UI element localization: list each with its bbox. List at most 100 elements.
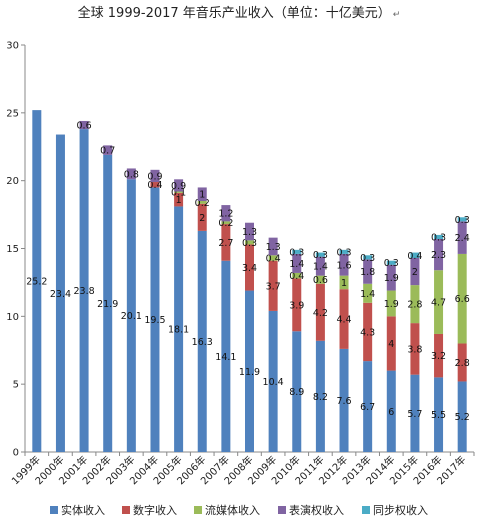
bar-segment <box>245 290 254 452</box>
bar-segment <box>363 302 373 362</box>
bar-segment <box>292 278 302 332</box>
bar-segment <box>174 192 184 207</box>
legend-item: 数字收入 <box>122 503 177 517</box>
data-label: 4 <box>388 339 394 350</box>
y-tick-label: 25 <box>6 108 19 119</box>
data-label: 3.4 <box>242 263 257 274</box>
bar-segment <box>79 120 89 130</box>
bar-segment <box>79 129 89 452</box>
plot-area: 0510152025301999年2000年2001年2002年2003年200… <box>6 41 475 487</box>
bar-segment <box>292 272 302 279</box>
legend-label: 数字收入 <box>133 503 177 517</box>
bar-segment <box>457 381 467 452</box>
y-tick-label: 0 <box>13 448 19 459</box>
legend-item: 流媒体收入 <box>194 503 260 517</box>
bar-segment <box>363 259 373 284</box>
bar-segment <box>292 331 302 452</box>
data-label: 0.4 <box>407 251 422 262</box>
data-label: 19.5 <box>144 315 165 326</box>
data-label: 1.4 <box>289 259 304 270</box>
bar-segment <box>410 257 420 286</box>
bar-segment <box>245 222 254 241</box>
bar-segment <box>315 256 325 276</box>
data-label: 0.9 <box>147 171 162 182</box>
data-label: 0.3 <box>289 247 304 258</box>
y-tick-label: 15 <box>6 244 19 255</box>
data-label: 1 <box>341 278 347 289</box>
data-label: 21.9 <box>97 299 118 310</box>
data-label: 6.6 <box>455 294 470 305</box>
data-label: 1 <box>199 190 205 201</box>
legend-swatch <box>50 506 58 514</box>
bar-segment <box>315 340 325 452</box>
bar-segment <box>410 252 420 258</box>
data-label: 0.9 <box>171 181 186 192</box>
bar-segment <box>174 179 184 192</box>
bar-segment <box>363 361 373 452</box>
bar-segment <box>410 374 420 452</box>
bar-segment <box>197 203 207 231</box>
bar-segment <box>339 348 349 452</box>
bar-segment <box>363 255 373 260</box>
legend-swatch <box>122 506 130 514</box>
bar-segment <box>315 283 325 341</box>
bar-segment <box>126 168 136 180</box>
data-label: 2.7 <box>218 238 233 249</box>
return-mark-icon: ↵ <box>392 10 401 20</box>
bar-segment <box>197 201 207 204</box>
data-label: 14.1 <box>215 352 236 363</box>
data-label: 0.6 <box>77 121 92 132</box>
bar-segment <box>126 179 136 452</box>
data-label: 2.4 <box>455 233 470 244</box>
data-label: 0.4 <box>289 271 304 282</box>
legend-label: 实体收入 <box>61 503 105 517</box>
data-label: 2 <box>199 213 205 224</box>
data-label: 5.5 <box>431 410 446 421</box>
data-label: 0.2 <box>195 198 210 209</box>
data-label: 0.3 <box>313 250 328 261</box>
data-label: 0.4 <box>266 253 281 264</box>
bar-segment <box>410 323 420 375</box>
data-label: 4.2 <box>313 308 328 319</box>
bar-segment <box>339 289 349 349</box>
data-label: 4.4 <box>336 315 351 326</box>
bar-segment <box>339 253 349 276</box>
data-label: 1.6 <box>336 260 351 271</box>
bar-segment <box>457 253 467 344</box>
bar-segment <box>315 252 325 257</box>
bar-segment <box>315 275 325 284</box>
data-label: 4.7 <box>431 298 446 309</box>
bar-segment <box>292 249 302 254</box>
y-tick-label: 10 <box>6 312 19 323</box>
data-label: 5.2 <box>455 412 470 423</box>
data-label: 4.3 <box>360 327 375 338</box>
legend-item: 表演权收入 <box>278 503 344 517</box>
data-label: 2 <box>412 267 418 278</box>
data-label: 2.3 <box>431 250 446 261</box>
data-label: 7.6 <box>336 396 351 407</box>
chart-title: 全球 1999-2017 年音乐产业收入（单位：十亿美元） ↵ <box>0 2 478 21</box>
bar-segment <box>457 217 467 222</box>
data-label: 0.3 <box>360 253 375 264</box>
data-label: 1.9 <box>384 299 399 310</box>
legend-label: 表演权收入 <box>289 503 344 517</box>
data-label: 1.4 <box>313 262 328 273</box>
bar-segment <box>292 253 302 273</box>
data-label: 0.8 <box>124 169 139 180</box>
data-label: 3.2 <box>431 351 446 362</box>
data-label: 0.3 <box>242 238 257 249</box>
bar-segment <box>434 333 444 378</box>
bar-segment <box>174 206 184 452</box>
bar-segment <box>150 169 160 183</box>
bar-segment <box>363 283 373 303</box>
data-label: 23.8 <box>74 286 95 297</box>
legend-label: 流媒体收入 <box>205 503 260 517</box>
bar-segment <box>410 285 420 324</box>
data-label: 2.8 <box>407 300 422 311</box>
data-label: 0.3 <box>431 232 446 243</box>
bar-segment <box>245 240 254 245</box>
data-label: 10.4 <box>263 377 284 388</box>
data-label: 0.3 <box>336 247 351 258</box>
data-label: 3.8 <box>407 344 422 355</box>
bar-segment <box>386 260 396 265</box>
